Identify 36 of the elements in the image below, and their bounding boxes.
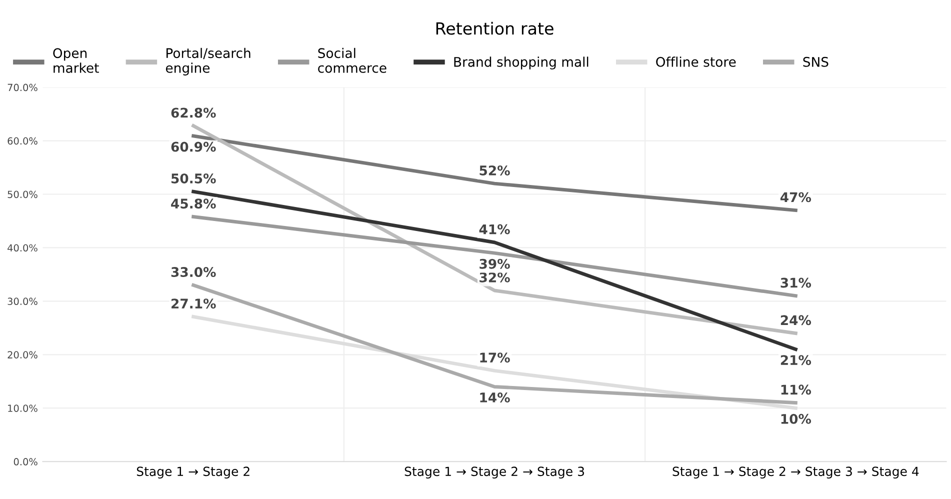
data-label: 45.8% xyxy=(171,198,216,209)
y-tick-label: 10.0% xyxy=(8,404,38,412)
y-tick-label: 20.0% xyxy=(8,351,38,358)
y-tick-label: 40.0% xyxy=(8,244,38,252)
legend-label: Offline store xyxy=(656,56,736,67)
y-tick-label: 0.0% xyxy=(14,458,38,466)
y-tick-label: 70.0% xyxy=(8,84,38,92)
y-tick-label: 30.0% xyxy=(8,298,38,306)
data-label: 50.5% xyxy=(172,173,216,184)
data-label: 21% xyxy=(780,355,812,366)
data-label: 31% xyxy=(780,278,812,288)
data-label: 10% xyxy=(781,414,812,424)
data-label: 14% xyxy=(480,392,510,402)
x-tick-label: Stage 1 → Stage 2 → Stage 3 xyxy=(404,466,584,479)
data-label: 47% xyxy=(780,192,812,202)
data-label: 52% xyxy=(480,165,510,176)
data-label: 24% xyxy=(780,315,812,326)
legend-label: Portal/search engine xyxy=(166,48,250,76)
data-label: 17% xyxy=(480,352,510,363)
legend-label: Social commerce xyxy=(318,48,386,73)
legend-label: SNS xyxy=(803,56,828,67)
data-label: 27.1% xyxy=(172,298,216,309)
legend-label: Brand shopping mall xyxy=(454,56,588,70)
x-tick-label: Stage 1 → Stage 2 xyxy=(136,466,250,479)
data-label: 60.9% xyxy=(171,142,216,152)
y-tick-label: 50.0% xyxy=(8,190,38,198)
data-label: 41% xyxy=(479,224,510,234)
data-label: 11% xyxy=(781,384,812,395)
data-label: 32% xyxy=(480,272,510,282)
legend-label: Open market xyxy=(53,48,99,73)
y-tick-label: 60.0% xyxy=(8,137,38,145)
chart-title: Retention rate xyxy=(436,22,554,35)
data-label: 62.8% xyxy=(171,108,216,118)
data-label: 33.0% xyxy=(171,267,216,278)
data-label: 39% xyxy=(480,258,510,269)
x-tick-label: Stage 1 → Stage 2 → Stage 3 → Stage 4 xyxy=(672,466,919,479)
